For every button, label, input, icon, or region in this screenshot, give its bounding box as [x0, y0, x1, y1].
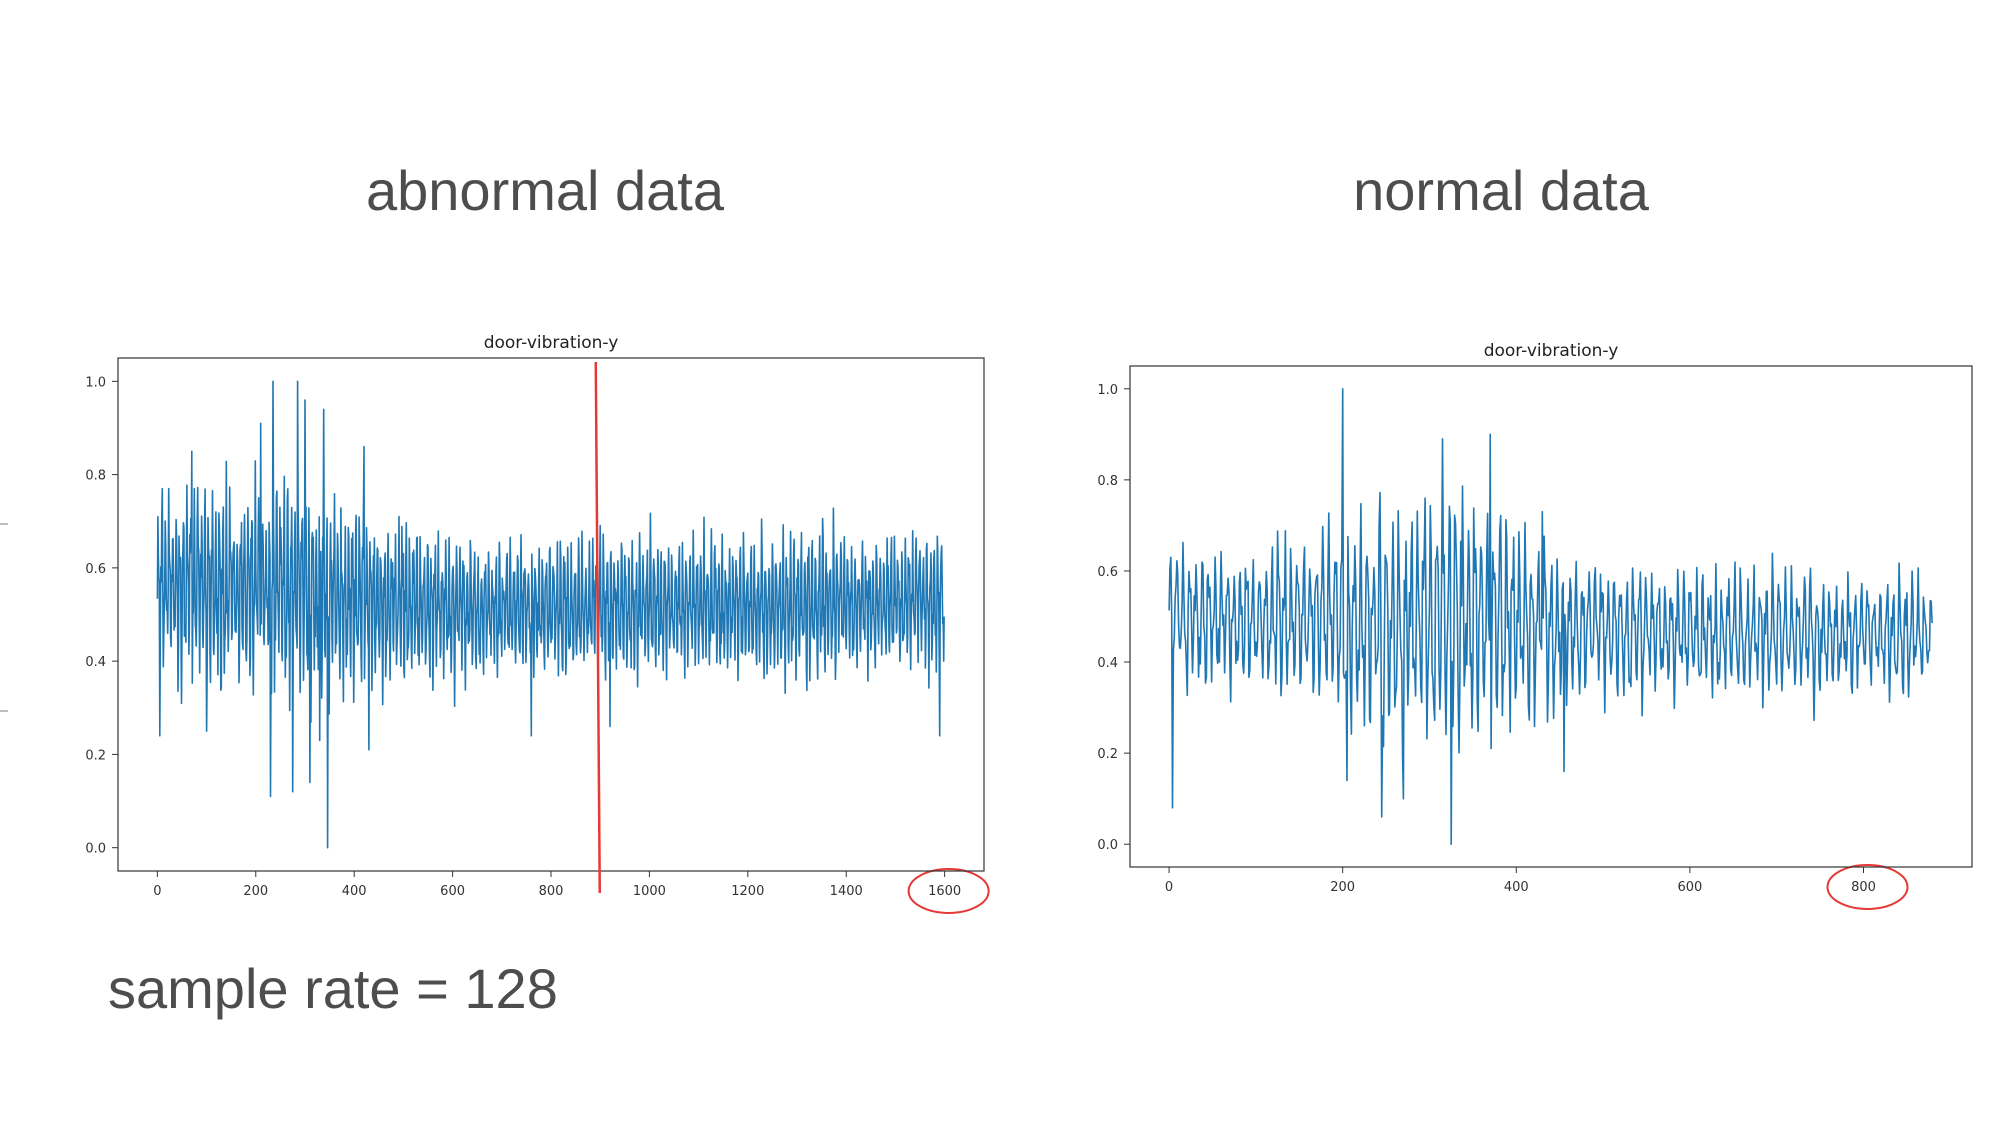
- y-tick-label: 0.8: [1097, 474, 1118, 489]
- x-tick-label: 400: [1504, 880, 1529, 895]
- x-tick-label: 1600: [928, 884, 961, 899]
- y-tick-label: 0.6: [85, 562, 106, 577]
- y-tick-label: 0.4: [1097, 656, 1118, 671]
- abnormal-data-heading: abnormal data: [365, 159, 725, 222]
- y-tick-label: 0.4: [85, 655, 106, 670]
- y-tick-label: 1.0: [85, 375, 106, 390]
- x-tick-label: 0: [153, 884, 161, 899]
- y-tick-label: 0.0: [85, 842, 106, 857]
- y-tick-label: 0.8: [85, 469, 106, 484]
- chart-title: door-vibration-y: [484, 333, 619, 353]
- normal-vibration-chart: door-vibration-y 0 200 400 600 800 0.0 0.2 0.4 0.…: [1097, 341, 1973, 910]
- circled-tick-highlight: [1826, 864, 1909, 910]
- plot-frame: [1129, 365, 1973, 868]
- abnormal-vibration-chart: door-vibration-y 0 200 400 600 800 1000 1200 140…: [85, 333, 990, 914]
- y-tick-label: 1.0: [1097, 383, 1118, 398]
- y-tick-label: 0.2: [1097, 747, 1118, 762]
- vibration-series-line: [1168, 388, 1933, 845]
- x-tick-label: 1200: [731, 884, 764, 899]
- y-tick-label: 0.6: [1097, 565, 1118, 580]
- plot-frame: [117, 357, 985, 872]
- x-tick-label: 400: [342, 884, 367, 899]
- x-tick-label: 800: [539, 884, 564, 899]
- slide-edge-mark: [0, 710, 8, 712]
- circled-tick-highlight: [907, 868, 990, 914]
- x-tick-label: 1000: [633, 884, 666, 899]
- x-tick-label: 600: [1677, 880, 1702, 895]
- vibration-series-line: [156, 380, 945, 849]
- x-tick-label: 800: [1851, 880, 1876, 895]
- x-tick-label: 600: [440, 884, 465, 899]
- sample-rate-note: sample rate = 128: [108, 957, 558, 1020]
- x-tick-label: 200: [1330, 880, 1355, 895]
- y-tick-label: 0.0: [1097, 838, 1118, 853]
- x-tick-label: 1400: [830, 884, 863, 899]
- slide-edge-mark: [0, 523, 8, 525]
- y-tick-label: 0.2: [85, 748, 106, 763]
- normal-data-heading: normal data: [1353, 159, 1649, 222]
- chart-title: door-vibration-y: [1484, 341, 1619, 361]
- anomaly-marker-line: [594, 361, 602, 894]
- x-tick-label: 200: [243, 884, 268, 899]
- x-tick-label: 0: [1165, 880, 1173, 895]
